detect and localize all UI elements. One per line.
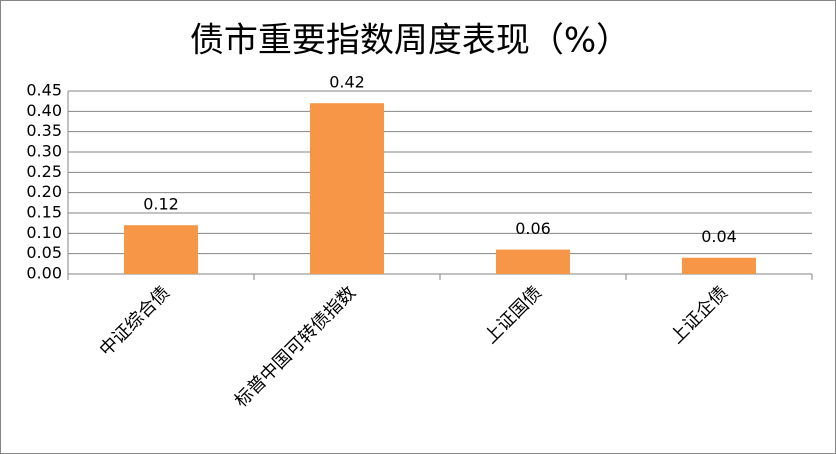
y-tick-label: 0.40 — [26, 101, 62, 120]
y-tick-label: 0.30 — [26, 142, 62, 161]
y-tick-label: 0.15 — [26, 203, 62, 222]
bar — [124, 225, 198, 274]
bar — [496, 249, 570, 274]
data-label: 0.12 — [143, 195, 179, 214]
y-tick-label: 0.05 — [26, 243, 62, 262]
data-label: 0.04 — [701, 227, 737, 246]
bar — [310, 103, 384, 274]
chart-title: 债市重要指数周度表现（%） — [190, 21, 630, 61]
y-tick-label: 0.10 — [26, 223, 62, 242]
data-label: 0.42 — [329, 73, 365, 92]
y-tick-label: 0.20 — [26, 182, 62, 201]
y-tick-label: 0.35 — [26, 121, 62, 140]
data-label: 0.06 — [515, 219, 551, 238]
y-tick-label: 0.45 — [26, 81, 62, 100]
y-tick-label: 0.25 — [26, 162, 62, 181]
y-tick-label: 0.00 — [26, 264, 62, 283]
bar — [682, 257, 756, 274]
